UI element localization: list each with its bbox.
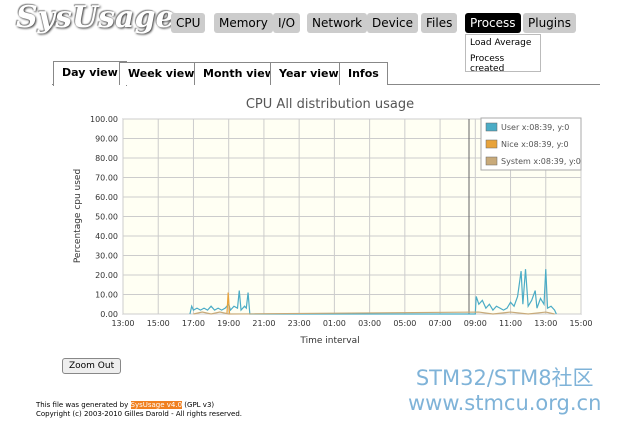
footer-text: (GPL v3) xyxy=(184,401,215,409)
legend-label: User x:08:39, y:0 xyxy=(501,123,569,132)
y-tick-label: 20.00 xyxy=(95,271,118,280)
dropdown-item[interactable]: Load Average xyxy=(470,38,532,48)
legend-swatch xyxy=(485,122,498,132)
nav-button[interactable]: CPU xyxy=(171,13,206,33)
x-tick-label: 15:00 xyxy=(569,319,592,328)
nav-button[interactable]: Process xyxy=(465,13,521,33)
x-tick-label: 17:00 xyxy=(182,319,205,328)
tab[interactable]: Month view xyxy=(194,62,284,85)
series-line xyxy=(193,311,555,315)
x-tick-label: 13:00 xyxy=(111,319,134,328)
series-line xyxy=(189,269,557,315)
tab[interactable]: Infos xyxy=(339,62,388,85)
x-tick-label: 05:00 xyxy=(393,319,416,328)
nav-button[interactable]: Plugins xyxy=(523,13,576,33)
copyright: Copyright (c) 2003-2010 Gilles Darold - … xyxy=(36,410,243,418)
chart-title: CPU All distribution usage xyxy=(246,97,414,112)
x-tick-label: 11:00 xyxy=(499,319,522,328)
x-tick-label: 21:00 xyxy=(252,319,275,328)
zoom-out-button[interactable]: Zoom Out xyxy=(62,358,122,374)
x-tick-label: 13:00 xyxy=(534,319,557,328)
y-tick-label: 30.00 xyxy=(95,252,118,261)
y-tick-label: 10.00 xyxy=(95,291,118,300)
x-tick-label: 15:00 xyxy=(147,319,170,328)
legend-swatch xyxy=(485,156,498,166)
y-tick-label: 40.00 xyxy=(95,232,118,241)
footer-link[interactable]: SysUsage v4.0 xyxy=(130,401,183,409)
watermark: STM32/STM8社区 www.stmcu.org.cn xyxy=(408,366,601,416)
footer: This file was generated by SysUsage v4.0… xyxy=(36,401,242,419)
watermark-text: www.stmcu.org.cn xyxy=(408,391,602,415)
x-axis-label: Time interval xyxy=(299,336,359,346)
x-tick-label: 07:00 xyxy=(429,319,452,328)
nav-button[interactable]: Device xyxy=(367,13,419,33)
dropdown: Load Average Process created xyxy=(465,34,541,74)
y-tick-label: 100.00 xyxy=(90,115,118,124)
chart: CPU All distribution usage Time interval… xyxy=(73,97,593,346)
chart-group: CPU All distribution usage Time interval… xyxy=(73,97,593,346)
tab[interactable]: Week view xyxy=(119,62,204,85)
x-tick-label: 23:00 xyxy=(288,319,311,328)
x-tick-label: 19:00 xyxy=(217,319,240,328)
logo: SysUsage xyxy=(16,0,175,35)
y-tick-label: 70.00 xyxy=(95,174,118,183)
y-tick-label: 0.00 xyxy=(100,310,118,319)
x-tick-label: 01:00 xyxy=(323,319,346,328)
y-tick-label: 90.00 xyxy=(95,135,118,144)
dropdown-item[interactable]: Process created xyxy=(470,54,505,74)
nav-button[interactable]: Memory xyxy=(214,13,273,33)
legend-label: Nice x:08:39, y:0 xyxy=(501,140,569,149)
legend-label: System x:08:39, y:0 xyxy=(501,157,581,166)
nav-button[interactable]: I/O xyxy=(273,13,301,33)
y-axis-label: Percentage cpu used xyxy=(73,169,83,263)
y-tick-label: 50.00 xyxy=(95,213,118,222)
watermark-text: STM32/STM8社区 xyxy=(415,366,594,390)
nav-button[interactable]: Network xyxy=(307,13,368,33)
legend-box xyxy=(480,117,582,171)
nav-button[interactable]: Files xyxy=(421,13,458,33)
y-tick-label: 80.00 xyxy=(95,154,118,163)
y-tick-label: 60.00 xyxy=(95,193,118,202)
tab[interactable]: Year view xyxy=(270,62,348,85)
series-line xyxy=(226,292,231,315)
x-tick-label: 09:00 xyxy=(464,319,487,328)
legend-swatch xyxy=(485,139,498,149)
footer-text: This file was generated by xyxy=(36,401,129,409)
tab[interactable]: Day view xyxy=(53,61,127,86)
x-tick-label: 03:00 xyxy=(358,319,381,328)
